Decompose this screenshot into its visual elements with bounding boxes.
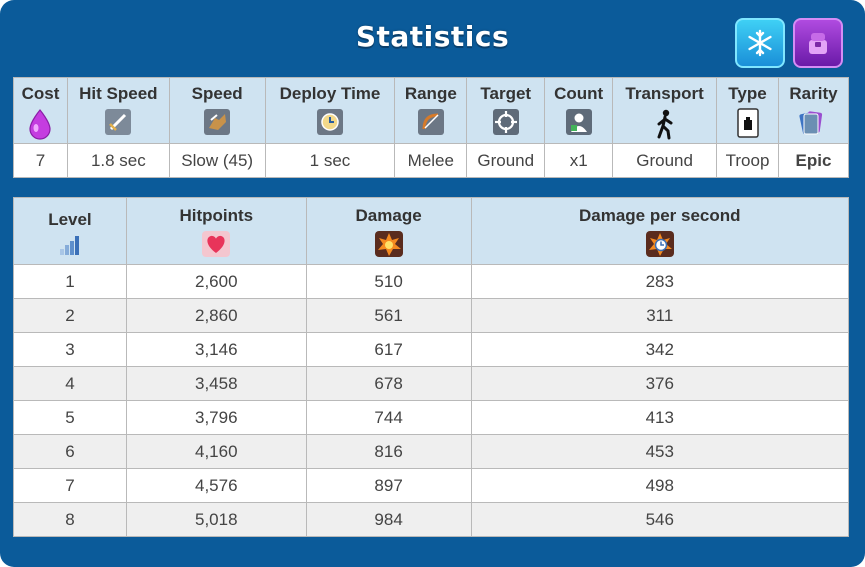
hitpoints-header: Hitpoints xyxy=(125,197,307,265)
speed-header: Speed xyxy=(168,77,266,144)
boot-icon xyxy=(204,109,231,135)
damage-cell: 816 xyxy=(305,434,472,469)
hitpoints-cell: 3,146 xyxy=(125,332,307,367)
signal-bars-icon xyxy=(59,236,79,255)
target-header: Target xyxy=(466,77,546,144)
table-row: 3 3,146 617 342 xyxy=(13,332,850,367)
hitpoints-cell: 2,600 xyxy=(125,264,307,299)
level-cell: 8 xyxy=(13,502,127,537)
hitpoints-cell: 3,458 xyxy=(125,366,307,401)
explosion-icon xyxy=(374,231,403,257)
count-value: x1 xyxy=(544,143,614,178)
epic-badge[interactable] xyxy=(793,18,843,68)
clock-icon xyxy=(316,109,343,135)
table-row: 6 4,160 816 453 xyxy=(13,434,850,469)
table-row: 7 4,576 897 498 xyxy=(13,468,850,503)
hitpoints-cell: 2,860 xyxy=(125,298,307,333)
deploy-time-header: Deploy Time xyxy=(264,77,396,144)
heart-icon xyxy=(202,231,231,257)
damage-cell: 744 xyxy=(305,400,472,435)
hitpoints-cell: 3,796 xyxy=(125,400,307,435)
type-link[interactable]: Troop xyxy=(716,143,779,178)
bow-icon xyxy=(417,109,444,135)
level-cell: 7 xyxy=(13,468,127,503)
level-cell: 5 xyxy=(13,400,127,435)
level-cell: 6 xyxy=(13,434,127,469)
damage-cell: 561 xyxy=(305,298,472,333)
range-value: Melee xyxy=(394,143,468,178)
hit-speed-header: Hit Speed xyxy=(66,77,170,144)
damage-header: Damage xyxy=(305,197,472,265)
dps-cell: 413 xyxy=(470,400,850,435)
walking-icon xyxy=(657,109,673,140)
freeze-icon xyxy=(748,29,772,57)
type-header: Type xyxy=(716,77,779,144)
damage-cell: 510 xyxy=(305,264,472,299)
deploy-time-value: 1 sec xyxy=(264,143,396,178)
dps-cell: 453 xyxy=(470,434,850,469)
hitpoints-cell: 4,576 xyxy=(125,468,307,503)
table-row: 1 2,600 510 283 xyxy=(13,264,850,299)
epic-chest-icon xyxy=(809,33,827,54)
dps-header: Damage per second xyxy=(470,197,850,265)
dps-cell: 376 xyxy=(470,366,850,401)
dps-cell: 311 xyxy=(470,298,850,333)
transport-value: Ground xyxy=(612,143,718,178)
rarity-header: Rarity xyxy=(777,77,850,144)
damage-cell: 984 xyxy=(305,502,472,537)
cards-icon xyxy=(799,111,823,135)
elixir-drop-icon xyxy=(29,109,52,140)
dps-cell: 546 xyxy=(470,502,850,537)
dps-cell: 342 xyxy=(470,332,850,367)
range-header: Range xyxy=(394,77,468,144)
hitpoints-cell: 5,018 xyxy=(125,502,307,537)
hit-speed-value: 1.8 sec xyxy=(66,143,170,178)
person-icon xyxy=(565,109,592,135)
transport-header: Transport xyxy=(612,77,718,144)
card-icon xyxy=(736,108,759,138)
damage-cell: 678 xyxy=(305,366,472,401)
table-row: 5 3,796 744 413 xyxy=(13,400,850,435)
level-cell: 1 xyxy=(13,264,127,299)
hitpoints-cell: 4,160 xyxy=(125,434,307,469)
freeze-badge[interactable] xyxy=(735,18,785,68)
table-row: 4 3,458 678 376 xyxy=(13,366,850,401)
level-cell: 4 xyxy=(13,366,127,401)
crosshair-icon xyxy=(492,109,519,135)
level-stats-table: Level Hitpoints Damage xyxy=(13,197,850,537)
rarity-link[interactable]: Epic xyxy=(777,143,850,178)
dps-cell: 283 xyxy=(470,264,850,299)
panel-title: Statistics xyxy=(355,20,510,53)
stats-values-row: 7 1.8 sec Slow (45) 1 sec Melee Ground x… xyxy=(13,143,850,178)
count-header: Count xyxy=(544,77,614,144)
table-row: 8 5,018 984 546 xyxy=(13,502,850,537)
dps-cell: 498 xyxy=(470,468,850,503)
damage-cell: 897 xyxy=(305,468,472,503)
level-cell: 3 xyxy=(13,332,127,367)
cost-value: 7 xyxy=(13,143,68,178)
table-row: 2 2,860 561 311 xyxy=(13,298,850,333)
explosion-clock-icon xyxy=(645,231,674,257)
cost-header: Cost xyxy=(13,77,68,144)
sword-icon xyxy=(105,109,132,135)
level-cell: 2 xyxy=(13,298,127,333)
level-header: Level xyxy=(13,197,127,265)
target-value: Ground xyxy=(466,143,546,178)
damage-cell: 617 xyxy=(305,332,472,367)
stats-table: Cost Hit Speed Speed xyxy=(13,77,850,178)
speed-value: Slow (45) xyxy=(168,143,266,178)
